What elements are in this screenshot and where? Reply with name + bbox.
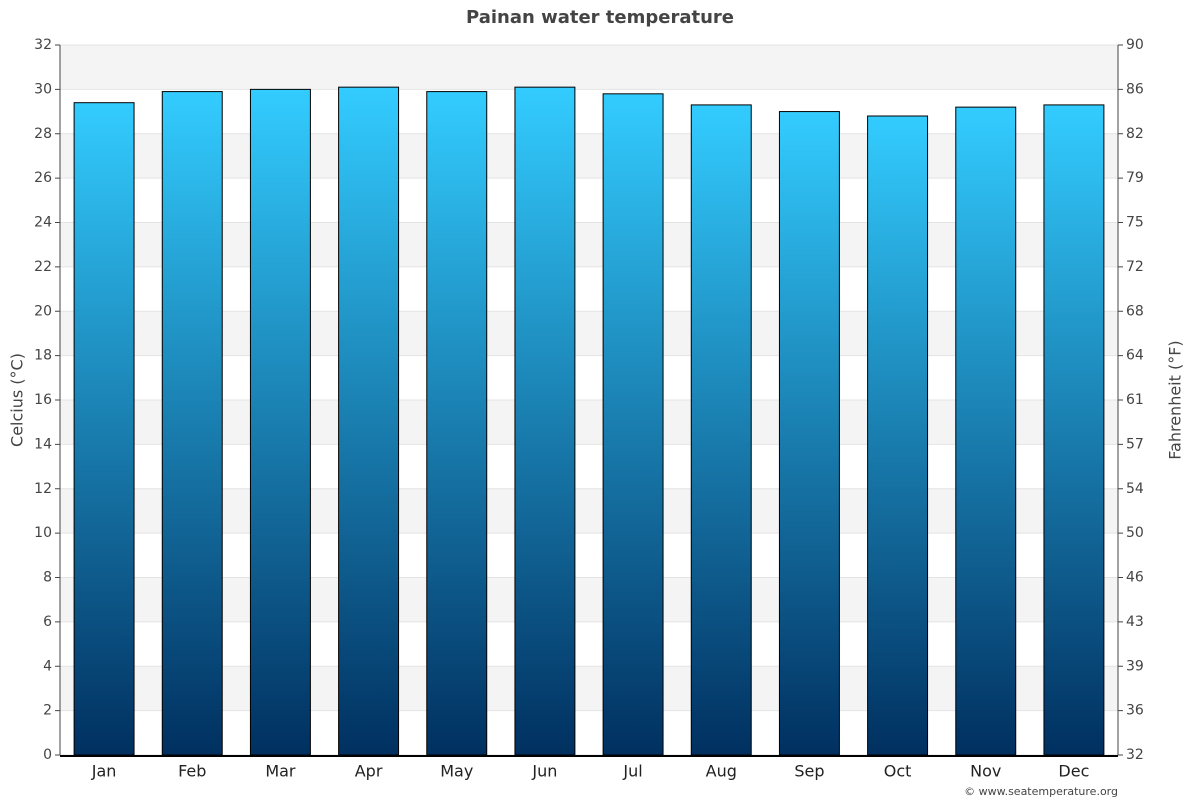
x-tick-label: Jan [91, 762, 117, 781]
credit: © www.seatemperature.org [964, 785, 1118, 798]
bar [690, 104, 752, 756]
y-tick-label: 26 [34, 170, 52, 186]
bar [73, 102, 135, 756]
y-tick-label: 14 [34, 436, 52, 452]
y-tick-label: 4 [43, 658, 52, 674]
bar [955, 106, 1017, 756]
bar [1043, 104, 1105, 756]
chart-title: Painan water temperature [466, 7, 734, 28]
plot-band [60, 533, 1118, 578]
plot-band [60, 311, 1118, 356]
y-tick-label: 28 [34, 126, 52, 142]
plot-band [60, 400, 1118, 445]
plot-band [60, 444, 1118, 489]
plot-band [60, 178, 1118, 223]
y-axis-title: Celcius (°C) [8, 353, 27, 447]
y2-tick-label: 36 [1126, 703, 1144, 719]
bar [602, 93, 664, 756]
y-tick-label: 12 [34, 481, 52, 497]
x-tick-label: May [440, 762, 473, 781]
x-tick-label: Oct [884, 762, 912, 781]
y2-tick-label: 57 [1126, 436, 1144, 452]
y-tick-label: 24 [34, 215, 52, 231]
plot-band [60, 266, 1118, 312]
plot-band [60, 222, 1118, 267]
y2-tick-label: 32 [1126, 747, 1144, 763]
y2-tick-label: 86 [1126, 81, 1144, 97]
y-tick-label: 22 [34, 259, 52, 275]
y2-tick-label: 64 [1126, 348, 1144, 364]
plot-band [60, 577, 1118, 622]
y-tick-label: 18 [34, 348, 52, 364]
y2-axis-title: Fahrenheit (°F) [1166, 340, 1185, 459]
plot-band [60, 45, 1118, 90]
bar [338, 86, 400, 756]
y-tick-label: 0 [43, 747, 52, 763]
x-tick-label: Feb [178, 762, 206, 781]
y-tick-label: 16 [34, 392, 52, 408]
plot-band [60, 488, 1118, 534]
y2-tick-label: 82 [1126, 126, 1144, 142]
plot-band [60, 355, 1118, 400]
plot-band [60, 666, 1118, 711]
y2-tick-label: 46 [1126, 570, 1144, 586]
y2-tick-label: 61 [1126, 392, 1144, 408]
y-tick-label: 32 [34, 37, 52, 53]
y-tick-label: 8 [43, 570, 52, 586]
x-tick-label: Jul [622, 762, 642, 781]
y-tick-label: 6 [43, 614, 52, 630]
y2-tick-label: 54 [1126, 481, 1144, 497]
y-tick-label: 2 [43, 703, 52, 719]
plot-band [60, 621, 1118, 667]
y2-tick-label: 68 [1126, 303, 1144, 319]
y2-tick-label: 72 [1126, 259, 1144, 275]
x-tick-label: Apr [355, 762, 383, 781]
bar [778, 111, 840, 756]
plot-band [60, 89, 1118, 134]
bar [514, 86, 576, 756]
x-tick-label: Aug [706, 762, 737, 781]
y2-tick-label: 39 [1126, 658, 1144, 674]
bar [867, 115, 929, 756]
y2-tick-label: 50 [1126, 525, 1144, 541]
x-tick-label: Mar [265, 762, 296, 781]
x-tick-label: Sep [794, 762, 824, 781]
bar [249, 88, 311, 756]
x-tick-label: Dec [1058, 762, 1089, 781]
x-tick-label: Jun [531, 762, 557, 781]
y2-tick-label: 90 [1126, 37, 1144, 53]
plot-band [60, 133, 1118, 179]
y2-tick-label: 43 [1126, 614, 1144, 630]
y-tick-label: 20 [34, 303, 52, 319]
bar [426, 91, 488, 756]
x-tick-label: Nov [970, 762, 1001, 781]
y-tick-label: 30 [34, 81, 52, 97]
y2-tick-label: 75 [1126, 215, 1144, 231]
plot-band [60, 710, 1118, 755]
y-tick-label: 10 [34, 525, 52, 541]
bar [161, 91, 223, 756]
y2-tick-label: 79 [1126, 170, 1144, 186]
